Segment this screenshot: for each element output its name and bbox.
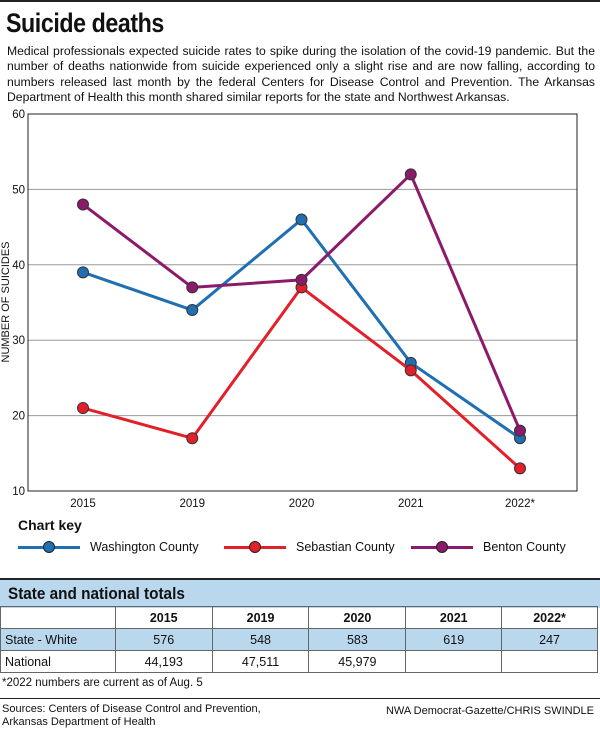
key-label-washington: Washington County: [90, 540, 199, 554]
table-header: [0, 606, 116, 629]
key-label-benton: Benton County: [483, 540, 566, 554]
table-header: 2021: [405, 606, 503, 629]
totals-table: 2015 2019 2020 2021 2022* State - White …: [0, 606, 598, 673]
table-cell: 247: [501, 628, 598, 651]
page-title: Suicide deaths: [6, 8, 164, 38]
series-benton-county: [77, 168, 526, 437]
chart-key: Chart key Washington County Sebastian Co…: [6, 516, 594, 562]
data-point: [77, 402, 89, 415]
data-point: [186, 281, 199, 294]
top-rule: [0, 0, 600, 2]
data-point: [186, 304, 199, 317]
y-tick-labels: 10 20 30 40 50 60: [12, 109, 25, 498]
table-row: National 44,193 47,511 45,979: [0, 650, 598, 673]
key-swatch-benton: [411, 540, 473, 553]
data-point: [186, 432, 199, 445]
key-swatch-sebastian: [224, 540, 286, 553]
intro-text: Medical professionals expected suicide r…: [7, 44, 595, 104]
table-cell: 583: [308, 628, 407, 651]
y-tick-label: 20: [12, 411, 25, 423]
x-tick-label: 2015: [70, 498, 96, 510]
table-cell: 576: [114, 628, 213, 651]
table-title-bar: State and national totals: [0, 578, 600, 608]
data-point: [77, 198, 89, 211]
table-header: 2019: [211, 606, 310, 629]
table-header-row: 2015 2019 2020 2021 2022*: [0, 606, 598, 629]
footnote: *2022 numbers are current as of Aug. 5: [2, 677, 203, 689]
y-tick-label: 30: [12, 335, 25, 347]
table-row: State - White 576 548 583 619 247: [0, 628, 598, 651]
y-tick-label: 50: [12, 184, 25, 196]
key-item-washington: Washington County: [18, 540, 199, 554]
key-swatch-washington: [18, 540, 80, 553]
series-line: [82, 218, 521, 440]
x-tick-label: 2019: [179, 498, 205, 510]
key-item-benton: Benton County: [411, 540, 566, 554]
x-tick-label: 2021: [398, 498, 424, 510]
key-item-sebastian: Sebastian County: [224, 540, 395, 554]
table-cell: 45,979: [308, 650, 407, 673]
series-sebastian-county: [77, 281, 526, 475]
plot-frame: [27, 113, 578, 492]
y-tick-label: 40: [12, 260, 25, 272]
table-cell: 548: [211, 628, 310, 651]
table-cell: [405, 650, 503, 673]
x-tick-labels: 2015 2019 2020 2021 2022*: [70, 498, 535, 510]
x-tick-label: 2020: [289, 498, 315, 510]
y-tick-label: 60: [12, 109, 25, 121]
table-cell: 44,193: [114, 650, 213, 673]
sources: Sources: Centers of Disease Control and …: [2, 703, 261, 728]
table-cell: [501, 650, 598, 673]
data-point: [404, 364, 417, 377]
row-label: State - White: [0, 628, 116, 651]
data-point: [77, 266, 89, 279]
data-point: [295, 273, 308, 286]
table-header: 2015: [114, 606, 213, 629]
data-point: [295, 213, 308, 226]
data-point: [514, 462, 526, 475]
table-header: 2022*: [501, 606, 598, 629]
chart-series: [77, 168, 526, 475]
table-cell: 619: [405, 628, 503, 651]
y-tick-label: 10: [12, 486, 25, 498]
table-cell: 47,511: [211, 650, 310, 673]
series-washington-county: [77, 213, 526, 445]
series-line: [82, 285, 522, 470]
chart-key-title: Chart key: [18, 517, 82, 533]
data-point: [404, 168, 417, 181]
x-tick-label: 2022*: [505, 498, 536, 510]
y-axis-label: NUMBER OF SUICIDES: [0, 241, 12, 362]
data-point: [514, 424, 526, 437]
row-label: National: [0, 650, 116, 673]
bottom-rule: [0, 698, 600, 699]
line-chart: 10 20 30 40 50 60 2015 2019 2020 2021 2022* NUMBE…: [0, 109, 578, 510]
table-header: 2020: [308, 606, 407, 629]
credit: NWA Democrat-Gazette/CHRIS SWINDLE: [385, 705, 594, 717]
key-label-sebastian: Sebastian County: [296, 540, 395, 554]
table-title: State and national totals: [8, 584, 185, 603]
